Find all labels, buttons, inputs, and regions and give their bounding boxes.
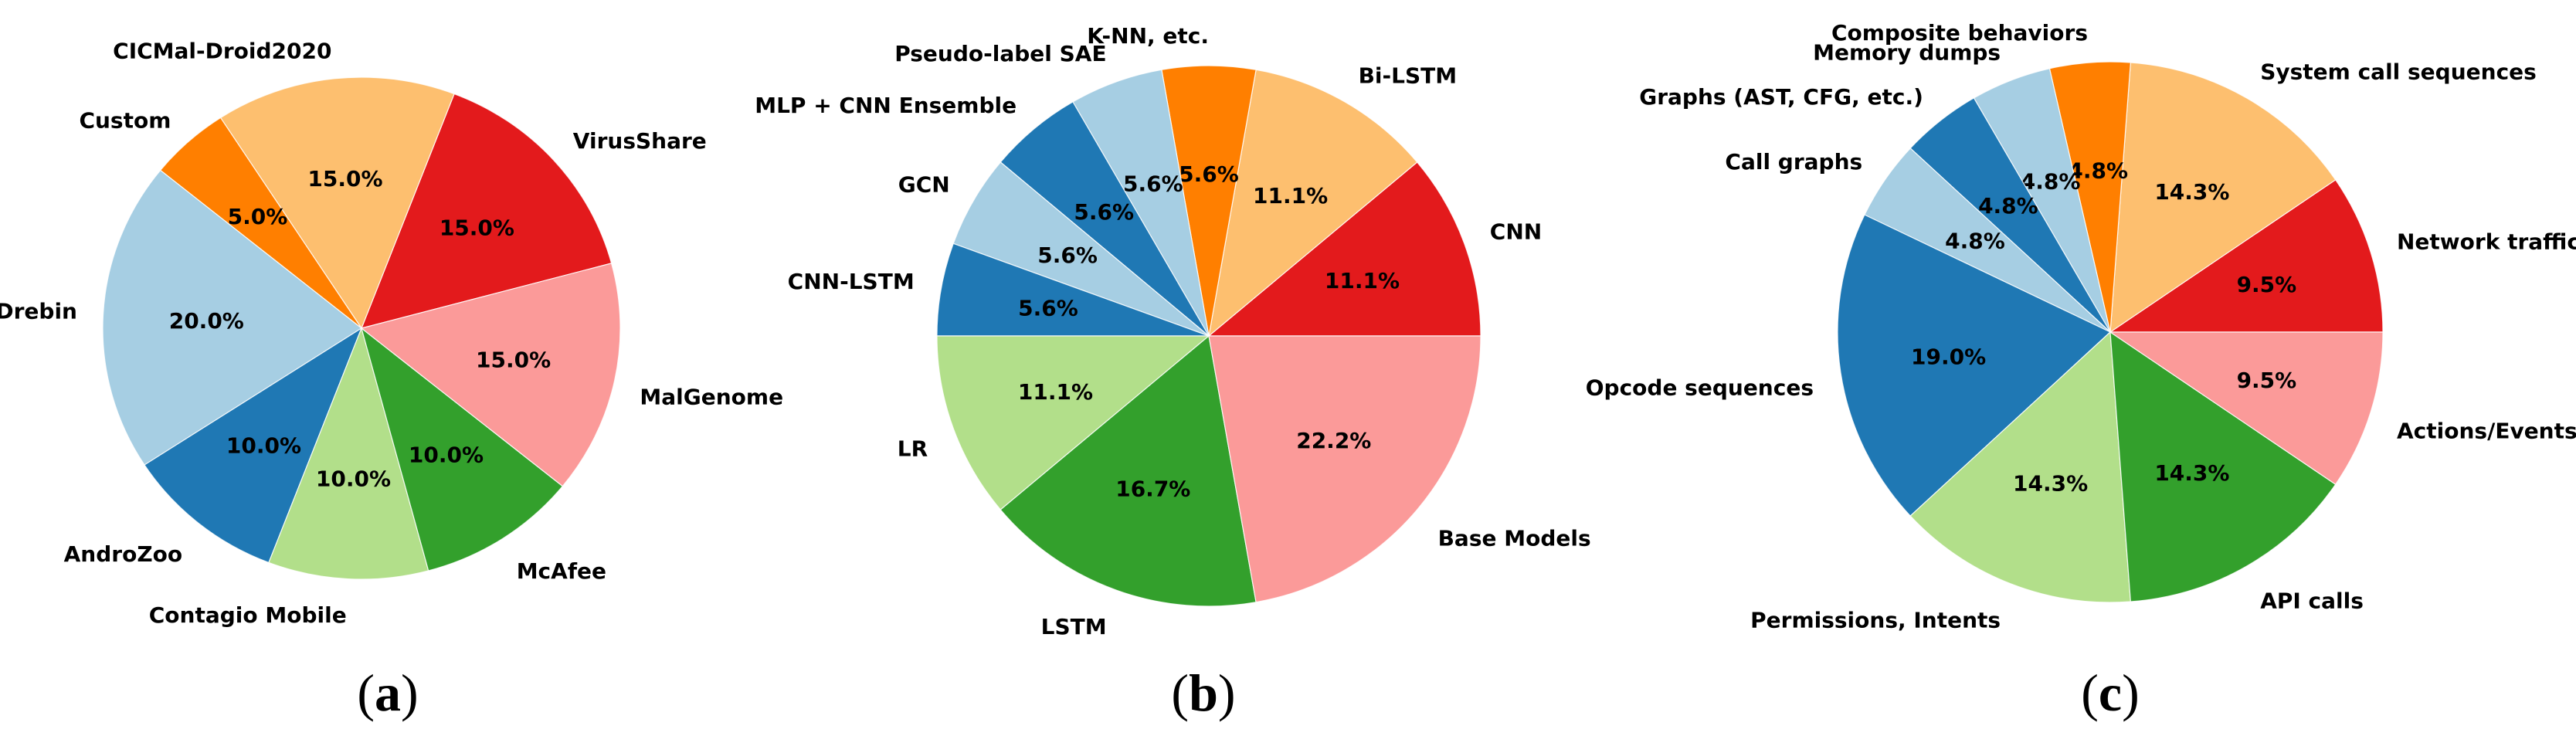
pie-a-pct-drebin: 20.0% [169,308,244,334]
pie-c-label-graphs-ast-cfg-etc: Graphs (AST, CFG, etc.) [1639,84,1923,110]
pie-a-pct-cicmal-droid2020: 15.0% [307,166,382,192]
pie-a-label-virusshare: VirusShare [573,128,707,154]
caption-b-close-paren: ) [1217,663,1236,722]
pie-chart-a: VirusShare 15.0% CICMal-Droid2020 15.0% Cust… [0,39,783,629]
pie-a-label-custom: Custom [79,107,171,133]
pie-b-pct-k-nn-etc: 5.6% [1179,161,1239,187]
pie-a-pct-virusshare: 15.0% [440,215,514,241]
pie-a-slice-androzoo [144,327,363,564]
pie-b-pct-lr: 11.1% [1018,379,1093,405]
caption-c-close-paren: ) [2122,663,2140,722]
pie-b-label-cnn-lstm: CNN-LSTM [788,269,915,294]
pie-b-label-lstm: LSTM [1041,614,1107,639]
pie-c-label-api-calls: API calls [2260,588,2364,613]
caption-b-letter: b [1189,663,1218,722]
pie-b-label-k-nn-etc: K-NN, etc. [1087,23,1209,49]
pie-a-slice-mcafee [360,327,564,572]
pie-c-slice-api-calls [2109,331,2337,602]
pie-b-pct-gcn: 5.6% [1037,243,1098,268]
pie-a-slice-virusshare [361,93,613,329]
pie-b-slice-lr [936,335,1210,510]
pie-a-label-contagio-mobile: Contagio Mobile [149,602,347,628]
pie-c-label-opcode-sequences: Opcode sequences [1586,375,1814,400]
pie-c-slice-opcode-sequences [1837,214,2112,517]
pie-c-pct-permissions-intents: 14.3% [2013,471,2088,497]
pie-chart-c: Network traffic 9.5% System call sequences… [1586,20,2576,633]
pie-c-pct-call-graphs: 4.8% [1945,229,2005,254]
pie-a-slice-drebin [102,169,363,466]
pie-a-label-malgenome: MalGenome [640,384,783,409]
pie-c-slice-network-traffic [2109,179,2384,333]
pie-c-label-memory-dumps: Memory dumps [1813,40,2001,66]
pie-a-pct-custom: 5.0% [228,204,288,229]
pie-b-pct-cnn: 11.1% [1325,268,1400,293]
pie-c-slice-actions-events [2109,331,2384,485]
pie-a-label-androzoo: AndroZoo [64,541,182,567]
pie-c-label-call-graphs: Call graphs [1725,149,1862,175]
pie-b-label-base-models: Base Models [1438,526,1591,551]
pie-b-slice-cnn [1207,161,1481,337]
pie-chart-b: CNN 11.1% Bi-LSTM 11.1% K-NN, etc. 5.6% Pseudo… [755,23,1590,639]
pie-b-label-lr: LR [898,436,928,462]
caption-a-open-paren: ( [357,663,375,722]
caption-a-letter: a [375,663,401,722]
caption-a-close-paren: ) [401,663,419,722]
pie-b-slice-bi-lstm [1208,69,1418,337]
pie-c-pct-actions-events: 9.5% [2237,368,2297,393]
pie-c-label-system-call-sequences: System call sequences [2260,59,2537,85]
pie-b-label-pseudo-label-sae: Pseudo-label SAE [894,41,1106,66]
pie-a-slice-contagio-mobile [268,327,429,580]
caption-b: (b) [1049,663,1358,722]
pie-b-pct-pseudo-label-sae: 5.6% [1123,171,1183,197]
pie-a-pct-contagio-mobile: 10.0% [316,466,391,492]
pie-a-pct-mcafee: 10.0% [409,443,484,468]
pie-a-pct-malgenome: 15.0% [476,348,551,373]
pie-b-slice-lstm [1000,334,1257,607]
pie-b-pct-mlp-cnn-ensemble: 5.6% [1074,199,1134,225]
pie-b-slice-base-models [1208,335,1481,603]
pie-b-pct-base-models: 22.2% [1296,428,1371,453]
pie-c-label-actions-events: Actions/Events [2397,419,2576,444]
pie-c-slice-permissions-intents [1909,331,2132,603]
pie-c-slice-system-call-sequences [2109,62,2337,334]
pie-c-label-permissions-intents: Permissions, Intents [1750,607,2001,633]
pie-b-pct-lstm: 16.7% [1115,476,1190,501]
pie-b-pct-bi-lstm: 11.1% [1253,183,1328,209]
caption-a: (a) [233,663,542,722]
pie-c-pct-opcode-sequences: 19.0% [1911,344,1986,369]
pie-c-pct-api-calls: 14.3% [2154,460,2229,486]
pie-c-label-composite-behaviors: Composite behaviors [1831,20,2088,46]
caption-b-open-paren: ( [1171,663,1190,722]
pie-a-label-mcafee: McAfee [517,558,606,584]
pie-b-label-cnn: CNN [1490,219,1542,244]
pie-c-pct-graphs-ast-cfg-etc: 4.8% [1978,193,2038,219]
caption-c-letter: c [2098,663,2123,722]
pie-a-label-cicmal-droid2020: CICMal-Droid2020 [113,39,331,64]
pie-a-pct-androzoo: 10.0% [226,433,301,459]
pie-c-label-network-traffic: Network traffic [2397,229,2576,255]
pie-b-label-mlp-cnn-ensemble: MLP + CNN Ensemble [755,93,1016,118]
caption-c: (c) [1956,663,2265,722]
pie-b-pct-cnn-lstm: 5.6% [1018,296,1078,321]
pie-a-slice-malgenome [360,263,621,487]
pie-a-slice-cicmal-droid2020 [219,76,455,330]
pie-b-label-gcn: GCN [898,172,950,198]
pie-b-label-bi-lstm: Bi-LSTM [1359,63,1458,89]
pie-c-pct-memory-dumps: 4.8% [2021,169,2081,195]
pie-c-pct-system-call-sequences: 14.3% [2154,179,2229,205]
pie-a-label-drebin: Drebin [0,298,77,324]
pie-c-pct-network-traffic: 9.5% [2237,272,2297,297]
caption-c-open-paren: ( [2081,663,2099,722]
pie-c-pct-composite-behaviors: 4.8% [2068,158,2128,184]
